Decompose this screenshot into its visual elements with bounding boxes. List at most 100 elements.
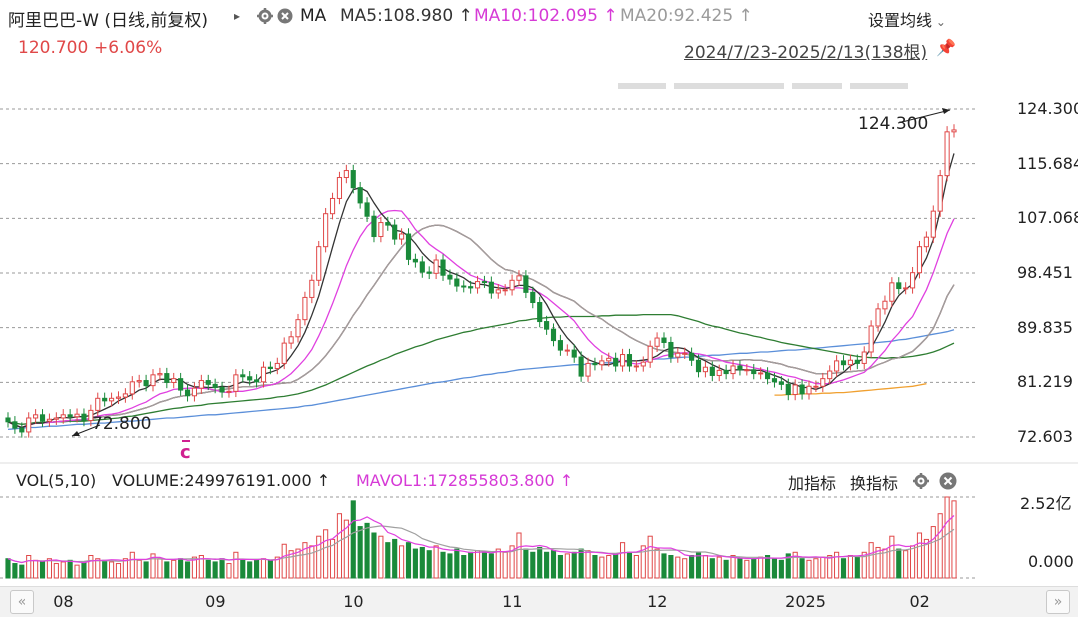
volume-bar bbox=[219, 558, 225, 579]
volume-bar bbox=[164, 561, 170, 579]
candle-body bbox=[544, 321, 550, 330]
candle-body bbox=[419, 261, 425, 273]
candle-body bbox=[951, 129, 957, 133]
candle-body bbox=[661, 337, 667, 343]
y-tick-label: 107.068 bbox=[1017, 208, 1078, 228]
volume-bar bbox=[544, 551, 550, 579]
event-marker[interactable]: c bbox=[180, 440, 191, 463]
candle-body bbox=[654, 337, 660, 347]
volume-bar bbox=[122, 558, 128, 579]
ma-label: MA bbox=[300, 6, 327, 26]
volume-bar bbox=[661, 553, 667, 579]
candle-body bbox=[854, 359, 860, 364]
candle-body bbox=[599, 360, 605, 366]
volume-bar bbox=[495, 548, 501, 579]
stock-title[interactable]: 阿里巴巴-W (日线,前复权) bbox=[8, 11, 209, 31]
volume-bar bbox=[157, 558, 163, 579]
volume-bar bbox=[115, 563, 122, 579]
candle-body bbox=[695, 359, 702, 373]
volume-bar bbox=[889, 535, 895, 579]
candle-body bbox=[254, 379, 260, 383]
volume-bar bbox=[758, 556, 764, 579]
vol-label: VOL(5,10) bbox=[16, 471, 97, 490]
candle-body bbox=[606, 357, 612, 362]
candle-body bbox=[316, 246, 322, 281]
candle-body bbox=[267, 366, 273, 369]
candle-body bbox=[454, 278, 460, 287]
candle-body bbox=[840, 360, 847, 366]
volume-bar bbox=[689, 555, 695, 579]
volume-bar bbox=[502, 551, 508, 579]
vol-close-icon[interactable] bbox=[939, 472, 957, 490]
candle-body bbox=[226, 390, 232, 393]
scroll-right-button[interactable]: » bbox=[1046, 590, 1070, 614]
candle-body bbox=[613, 357, 619, 367]
candle-body bbox=[550, 328, 557, 342]
candle-body bbox=[813, 385, 819, 388]
volume-bar bbox=[447, 553, 453, 579]
volume-bar bbox=[613, 553, 619, 579]
mavol1-line bbox=[7, 515, 955, 564]
gear-icon[interactable] bbox=[256, 7, 274, 25]
candle-body bbox=[205, 380, 211, 385]
candle-body bbox=[495, 289, 501, 294]
ma10-value: MA10:102.095 ↑ bbox=[474, 6, 618, 26]
x-tick-label: 02 bbox=[909, 592, 930, 611]
vol-tick-zero: 0.000 bbox=[1028, 552, 1074, 571]
volume-bar bbox=[771, 558, 778, 579]
volume-bar bbox=[226, 563, 232, 579]
candle-body bbox=[861, 351, 867, 364]
candle-body bbox=[461, 285, 467, 288]
volume-bar bbox=[633, 555, 639, 579]
candle-body bbox=[537, 302, 543, 323]
volume-bar bbox=[744, 559, 750, 579]
candle-body bbox=[157, 373, 163, 376]
volume-bar bbox=[785, 553, 791, 579]
close-icon[interactable] bbox=[277, 8, 293, 24]
volume-bar bbox=[392, 538, 398, 579]
volume-bar bbox=[316, 535, 322, 579]
volume-bar bbox=[557, 555, 563, 579]
ma120-line bbox=[7, 329, 955, 431]
ma-settings-label: 设置均线 bbox=[868, 11, 933, 30]
x-tick-label: 2025 bbox=[785, 592, 826, 611]
volume-bar bbox=[737, 558, 743, 579]
candle-body bbox=[88, 409, 94, 422]
add-indicator-button[interactable]: 加指标 bbox=[788, 474, 837, 493]
ma10-line bbox=[7, 209, 955, 429]
candle-body bbox=[730, 365, 736, 375]
y-tick-label: 115.684 bbox=[1017, 153, 1078, 173]
volume-bar bbox=[426, 550, 432, 579]
volume-bar bbox=[95, 558, 101, 579]
volume-bar bbox=[60, 561, 66, 579]
date-range[interactable]: 2024/7/23-2025/2/13(138根) bbox=[684, 43, 928, 63]
ma-settings-button[interactable]: 设置均线 ⌄ bbox=[868, 7, 946, 31]
candle-body bbox=[102, 397, 108, 402]
candle-body bbox=[847, 359, 853, 366]
volume-bar bbox=[412, 548, 418, 579]
scroll-left-button[interactable]: « bbox=[10, 590, 34, 614]
candle-body bbox=[709, 366, 715, 376]
pin-icon[interactable]: 📌 bbox=[936, 38, 956, 57]
candle-body bbox=[868, 325, 874, 353]
switch-indicator-button[interactable]: 换指标 bbox=[850, 474, 899, 493]
volume-bar bbox=[281, 543, 287, 579]
vol-gear-icon[interactable] bbox=[912, 472, 930, 490]
volume-bar bbox=[827, 555, 833, 579]
title-dropdown-icon[interactable]: ▸ bbox=[234, 9, 241, 23]
candle-body bbox=[281, 342, 287, 364]
volume-bar bbox=[854, 556, 860, 579]
candle-body bbox=[164, 373, 170, 383]
time-axis-bar bbox=[0, 586, 1078, 617]
volume-bar bbox=[799, 558, 805, 579]
volume-bar bbox=[136, 559, 142, 579]
vol-tick-max: 2.52亿 bbox=[1020, 494, 1072, 513]
candle-body bbox=[184, 389, 191, 397]
volume-bar bbox=[578, 548, 584, 579]
max-arrow-head bbox=[942, 108, 950, 114]
volume-bar bbox=[516, 532, 522, 579]
ma20-value: MA20:92.425 ↑ bbox=[620, 6, 753, 26]
candle-body bbox=[447, 274, 453, 280]
candle-body bbox=[129, 381, 135, 395]
